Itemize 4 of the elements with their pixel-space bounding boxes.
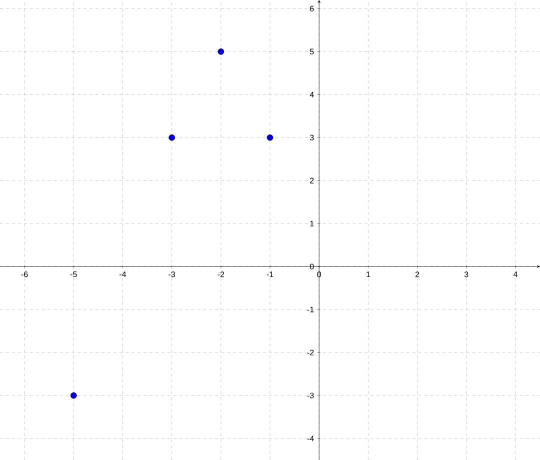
point	[266, 134, 274, 141]
point	[218, 48, 224, 55]
point	[168, 134, 176, 141]
point	[70, 392, 77, 399]
